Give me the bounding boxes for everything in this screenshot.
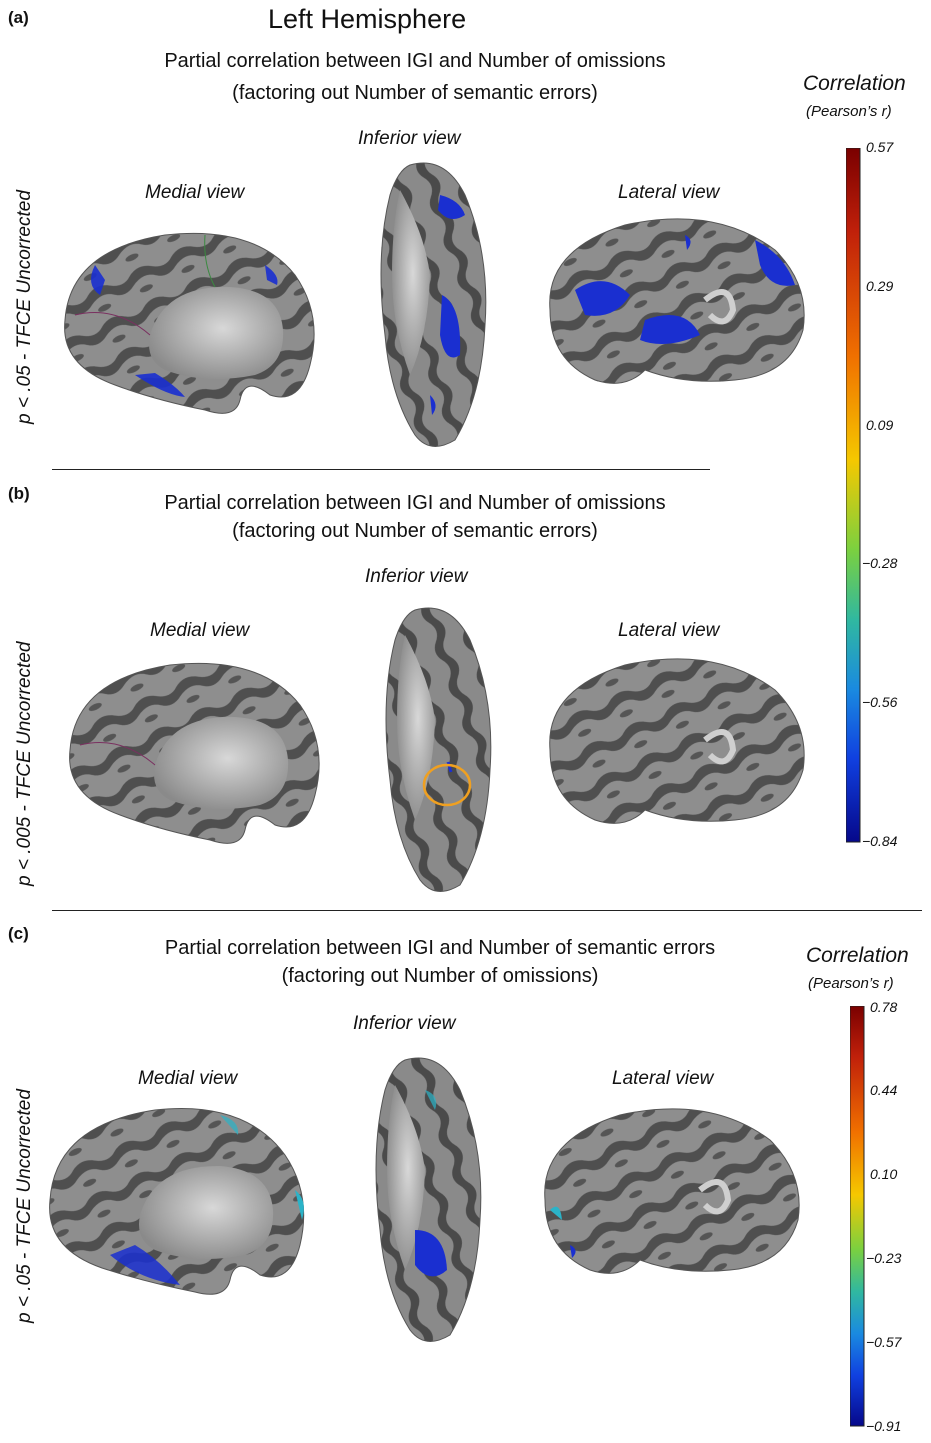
panel-a-lateral-brain — [549, 218, 805, 384]
colorbar-2-subtitle: (Pearson’s r) — [808, 975, 894, 992]
colorbar-1-tick: −0.84 — [862, 833, 898, 849]
panel-c-label: (c) — [8, 924, 29, 943]
colorbar-2-tick: 0.78 — [870, 999, 898, 1015]
panel-c-title-line1: Partial correlation between IGI and Numb… — [164, 937, 716, 959]
panel-a-title-line1: Partial correlation between IGI and Numb… — [164, 50, 666, 72]
colorbar-1-title: Correlation — [803, 72, 906, 95]
colorbar-1-tick: 0.57 — [866, 139, 894, 155]
panel-a-medial-view-label: Medial view — [145, 182, 245, 203]
colorbar-2-tick: −0.57 — [866, 1334, 902, 1350]
colorbar-2-tick: 0.10 — [870, 1166, 898, 1182]
panel-c-title-line2: (factoring out Number of omissions) — [281, 965, 599, 987]
colorbar-1-tick: 0.09 — [866, 417, 894, 433]
panel-c-medial-brain — [49, 1107, 305, 1295]
panel-c-inferior-view-label: Inferior view — [353, 1013, 456, 1034]
colorbar-1 — [846, 148, 861, 843]
colorbar-2-title: Correlation — [806, 944, 909, 967]
colorbar-1-tick: 0.29 — [866, 278, 894, 294]
panel-c-inferior-brain — [375, 1057, 482, 1342]
colorbar-2-tick: −0.23 — [866, 1250, 902, 1266]
panel-a-inferior-brain — [380, 162, 487, 447]
panel-a-threshold-label: p < .05 - TFCE Uncorrected — [14, 190, 35, 424]
panel-c-lateral-view-label: Lateral view — [612, 1068, 714, 1089]
panel-a-title-line2: (factoring out Number of semantic errors… — [232, 82, 598, 104]
colorbar-1-tick: −0.56 — [862, 694, 898, 710]
panel-b-medial-brain — [69, 662, 320, 844]
divider-b-c — [52, 910, 922, 911]
panel-b-inferior-view-label: Inferior view — [365, 566, 468, 587]
panel-c-threshold-label: p < .05 - TFCE Uncorrected — [14, 1089, 35, 1323]
colorbar-2 — [850, 1006, 865, 1427]
panel-a-inferior-view-label: Inferior view — [358, 128, 461, 149]
panel-b-lateral-brain — [549, 658, 805, 824]
panel-c-lateral-brain — [544, 1108, 800, 1274]
panel-b-lateral-view-label: Lateral view — [618, 620, 720, 641]
panel-b-threshold-label: p < .005 - TFCE Uncorrected — [14, 641, 35, 886]
panel-c-medial-view-label: Medial view — [138, 1068, 238, 1089]
panel-b-medial-view-label: Medial view — [150, 620, 250, 641]
colorbar-1-subtitle: (Pearson’s r) — [806, 103, 892, 120]
panel-b-label: (b) — [8, 484, 30, 503]
highlight-ring — [422, 763, 472, 807]
panel-b-inferior-brain — [385, 607, 492, 892]
colorbar-2-tick: −0.91 — [866, 1418, 902, 1434]
panel-a-medial-brain — [64, 232, 315, 414]
colorbar-2-tick: 0.44 — [870, 1082, 898, 1098]
divider-a-b — [52, 469, 710, 470]
panel-a-label: (a) — [8, 8, 29, 27]
hemisphere-title: Left Hemisphere — [268, 4, 467, 34]
panel-b-title-line2: (factoring out Number of semantic errors… — [232, 520, 598, 542]
panel-a-lateral-view-label: Lateral view — [618, 182, 720, 203]
colorbar-1-tick: −0.28 — [862, 555, 898, 571]
panel-b-title-line1: Partial correlation between IGI and Numb… — [164, 492, 666, 514]
